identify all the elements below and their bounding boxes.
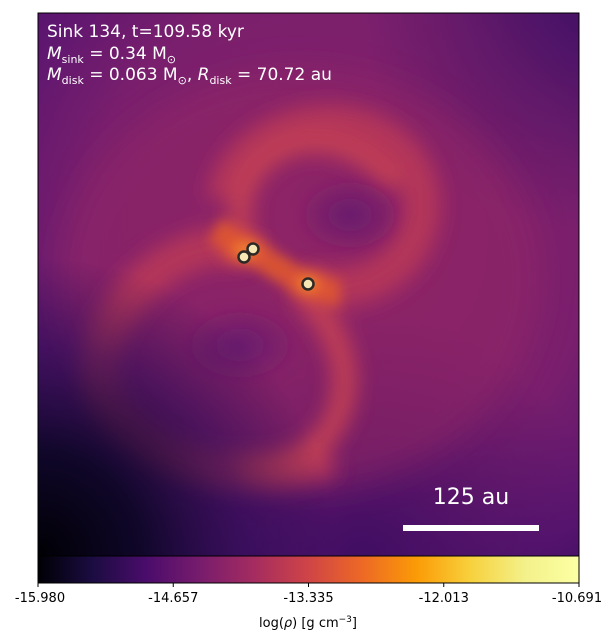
colorbar-tick-label: -15.980 [15,591,65,606]
header-annotation: Sink 134, t=109.58 kyr Msink = 0.34 M⊙ M… [47,22,332,87]
scale-bar-label: 125 au [433,485,509,510]
label-prefix: log( [259,616,284,631]
label-close: ] [352,616,357,631]
header-line-2: Msink = 0.34 M⊙ [47,44,176,66]
colorbar-gradient [38,556,579,583]
scale-bar-line [403,525,539,531]
colorbar-label: log(ρ) [g cm−3] [259,615,357,631]
sink-markers [237,242,315,291]
sub: sink [62,53,85,66]
sub: disk [62,74,85,87]
sun: ⊙ [178,74,187,87]
header-line-3: Mdisk = 0.063 M⊙, Rdisk = 70.72 au [47,65,332,87]
colorbar-ticks: -15.980 -14.657 -13.335 -12.013 -10.691 [15,583,602,606]
label-exp: −3 [339,615,352,625]
sym: M [47,65,62,85]
sep: , [187,65,198,85]
header-line-1: Sink 134, t=109.58 kyr [47,22,244,42]
colorbar-tick-label: -10.691 [552,591,602,606]
rest: = 70.72 au [232,65,332,85]
colorbar-tick-label: -14.657 [148,591,198,606]
mid: = 0.063 M [84,65,178,85]
label-suffix: ) [g cm [292,616,338,631]
label-rho: ρ [284,616,293,631]
sink-marker [301,277,315,291]
sink-marker [246,242,260,256]
sun: ⊙ [167,53,176,66]
colorbar-tick-label: -13.335 [283,591,333,606]
sub2: disk [209,74,232,87]
sym: M [47,44,62,64]
colorbar-tick-label: -12.013 [419,591,469,606]
sym2: R [198,65,210,85]
rest: = 0.34 M [84,44,167,64]
sink-marker [237,250,251,264]
colorbar: -15.980 -14.657 -13.335 -12.013 -10.691 log(… [15,555,602,631]
scale-bar: 125 au [403,485,539,531]
